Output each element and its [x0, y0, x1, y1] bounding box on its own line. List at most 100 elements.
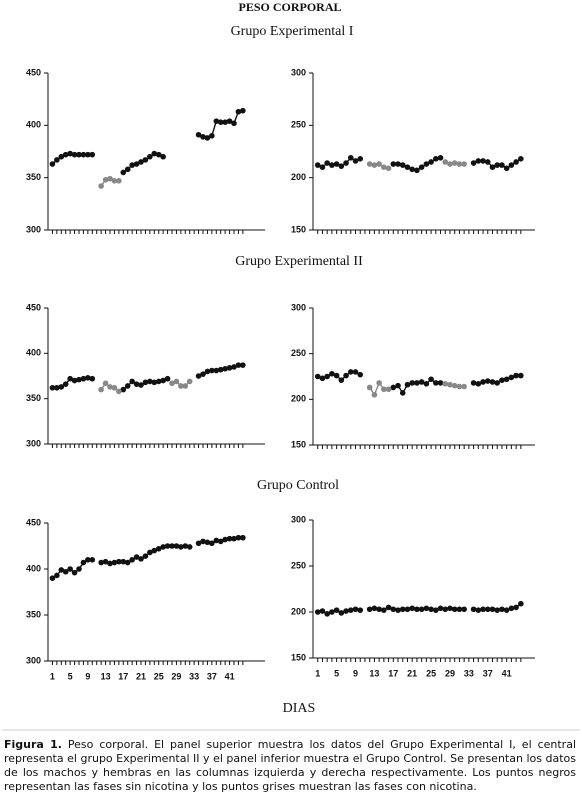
- data-point: [395, 161, 401, 167]
- data-point: [423, 161, 430, 167]
- data-point: [209, 367, 215, 374]
- data-point: [371, 605, 378, 612]
- y-tick-label: 300: [291, 514, 306, 524]
- data-point: [414, 606, 420, 613]
- data-point: [385, 604, 392, 611]
- data-point: [480, 379, 486, 385]
- data-point: [433, 380, 439, 386]
- data-point: [329, 370, 335, 377]
- data-point: [235, 108, 242, 115]
- data-point: [451, 160, 458, 166]
- x-tick-label: 9: [85, 671, 90, 681]
- data-point: [116, 558, 122, 565]
- x-tick-label: 21: [136, 671, 146, 681]
- data-point: [513, 372, 519, 379]
- data-point: [58, 153, 65, 160]
- data-point: [182, 543, 189, 549]
- data-point: [240, 534, 246, 541]
- data-point: [147, 153, 153, 160]
- data-point: [195, 373, 202, 379]
- x-tick-label: 21: [407, 668, 417, 678]
- data-point: [366, 384, 373, 391]
- data-point: [381, 607, 387, 613]
- data-point: [102, 558, 109, 565]
- data-point: [226, 535, 233, 542]
- data-point: [102, 380, 109, 387]
- data-point: [111, 178, 118, 184]
- data-point: [200, 134, 206, 140]
- y-tick-label: 350: [26, 609, 41, 619]
- data-point: [508, 374, 515, 381]
- data-point: [494, 162, 501, 168]
- data-point: [518, 600, 524, 607]
- group-title: Grupo Experimental II: [235, 254, 363, 269]
- y-tick-label: 300: [291, 67, 306, 77]
- data-point: [89, 151, 96, 158]
- data-point: [470, 606, 477, 613]
- caption-label: Figura 1.: [4, 738, 62, 751]
- data-point: [160, 153, 166, 160]
- data-point: [347, 369, 354, 375]
- y-tick-label: 300: [26, 438, 41, 448]
- data-point: [494, 380, 501, 386]
- data-point: [503, 607, 510, 613]
- data-point: [451, 382, 458, 389]
- data-point: [475, 158, 482, 164]
- data-point: [484, 606, 491, 613]
- x-tick-label: 5: [334, 668, 339, 678]
- data-point: [319, 164, 326, 170]
- data-point: [404, 164, 411, 170]
- data-point: [222, 119, 228, 125]
- data-point: [385, 165, 392, 172]
- data-point: [151, 379, 158, 386]
- data-point: [209, 540, 215, 547]
- x-tick-label: 9: [353, 668, 358, 678]
- data-point: [54, 384, 60, 391]
- data-point: [499, 162, 505, 168]
- data-point: [399, 606, 406, 613]
- data-point: [376, 380, 382, 386]
- data-point: [423, 605, 430, 612]
- x-tick-label: 29: [445, 668, 455, 678]
- data-point: [204, 368, 211, 375]
- y-tick-label: 450: [26, 67, 41, 77]
- data-point: [173, 543, 180, 549]
- x-tick-label: 37: [483, 668, 493, 678]
- data-point: [49, 575, 56, 581]
- data-point: [182, 383, 189, 389]
- data-point: [347, 154, 354, 161]
- data-point: [76, 566, 82, 572]
- data-point: [314, 609, 321, 615]
- data-point: [173, 378, 180, 385]
- data-point: [314, 162, 321, 168]
- data-point: [428, 606, 434, 613]
- data-point: [178, 383, 184, 389]
- data-point: [357, 156, 364, 162]
- data-point: [213, 118, 220, 124]
- data-point: [409, 380, 415, 386]
- data-point: [503, 165, 510, 172]
- x-tick-label: 13: [369, 668, 379, 678]
- data-point: [371, 391, 378, 398]
- data-point: [470, 160, 477, 166]
- data-point: [338, 610, 345, 616]
- y-tick-label: 200: [291, 606, 306, 616]
- data-point: [442, 381, 449, 387]
- data-point: [204, 539, 211, 546]
- data-point: [186, 544, 193, 550]
- data-point: [390, 606, 397, 613]
- data-point: [142, 553, 149, 559]
- data-point: [437, 380, 444, 386]
- data-point: [200, 371, 206, 377]
- data-point: [107, 175, 113, 182]
- data-point: [54, 157, 60, 163]
- data-point: [142, 379, 149, 386]
- data-point: [89, 557, 96, 563]
- data-point: [409, 605, 415, 612]
- data-point: [381, 164, 387, 170]
- y-tick-label: 350: [26, 393, 41, 403]
- data-point: [58, 384, 65, 390]
- data-point: [80, 559, 87, 566]
- data-point: [116, 388, 122, 395]
